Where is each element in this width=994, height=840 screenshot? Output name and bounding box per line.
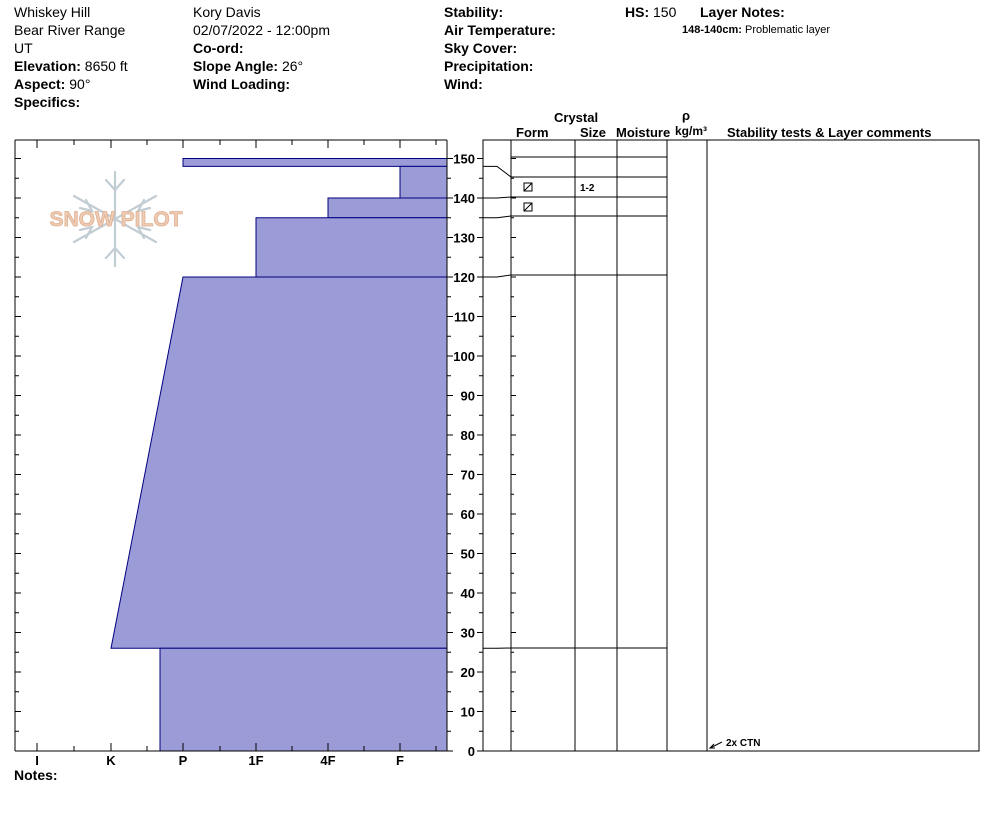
layer-connector	[483, 215, 512, 219]
site-range: Bear River Range	[14, 22, 126, 38]
hardness-layer-2	[327, 197, 448, 219]
stability-test-arrowhead	[708, 743, 715, 749]
logo-text: SNOW PILOT	[50, 208, 183, 231]
observer-name: Kory Davis	[193, 4, 261, 20]
crystal-table: 1-2 2x CTN	[482, 139, 980, 752]
coord-label: Co-ord:	[193, 40, 244, 56]
hardness-label-F: F	[396, 753, 404, 768]
precipitation-label: Precipitation:	[444, 58, 534, 74]
elevation-row: Elevation: 8650 ft	[14, 57, 128, 75]
stability-label: Stability:	[444, 4, 504, 20]
observation-datetime: 02/07/2022 - 12:00pm	[193, 22, 330, 38]
hardness-label-I: I	[35, 753, 39, 768]
slope-label: Slope Angle:	[193, 58, 279, 74]
notes-label: Notes:	[14, 767, 58, 783]
hardness-layers	[110, 158, 448, 752]
hs-label: HS:	[625, 4, 650, 20]
wind-loading-label: Wind Loading:	[193, 76, 291, 92]
form-symbol-slash	[523, 182, 533, 192]
layer-connector	[483, 165, 512, 178]
elevation-label: Elevation:	[14, 58, 81, 74]
height-label-40: 40	[461, 586, 475, 601]
aspect-row: Aspect: 90°	[14, 75, 90, 93]
height-label-140: 140	[453, 191, 475, 206]
height-label-130: 130	[453, 231, 475, 246]
snowpilot-logo: SNOW PILOT	[49, 170, 183, 268]
size-header: Size	[580, 125, 607, 140]
form-symbol	[523, 182, 533, 192]
layer-connector	[483, 196, 512, 199]
density-unit-header: kg/m³	[675, 124, 708, 138]
layer-note-text: Problematic layer	[745, 24, 830, 36]
specifics-label: Specifics:	[14, 94, 81, 110]
form-symbol-slash	[523, 202, 533, 212]
height-label-150: 150	[453, 152, 475, 167]
hardness-layer-5	[159, 647, 448, 752]
height-label-10: 10	[461, 705, 475, 720]
form-header: Form	[516, 125, 549, 140]
height-label-0: 0	[468, 744, 475, 759]
air-temperature-label: Air Temperature:	[444, 22, 556, 38]
hardness-label-P: P	[179, 753, 188, 768]
height-label-90: 90	[461, 389, 475, 404]
height-label-70: 70	[461, 468, 475, 483]
height-label-100: 100	[453, 349, 475, 364]
stability-test-label: 2x CTN	[726, 738, 760, 749]
moisture-header: Moisture	[616, 125, 671, 140]
layer-note-row: 148-140cm: Problematic layer	[682, 24, 830, 37]
height-axis: 0 10 20 30 40 50 60 70 80 90 100 110 120 130 140 150	[446, 140, 483, 759]
hs-row: HS: 150	[625, 3, 676, 21]
hardness-layer-0	[182, 158, 448, 167]
grain-size-value: 1-2	[580, 183, 595, 194]
layer-note-range: 148-140cm:	[682, 24, 742, 36]
height-label-30: 30	[461, 626, 475, 641]
table-frame	[482, 139, 980, 752]
height-label-80: 80	[461, 428, 475, 443]
site-name: Whiskey Hill	[14, 4, 91, 20]
stability-comments-header: Stability tests & Layer comments	[727, 125, 932, 140]
hardness-label-1F: 1F	[248, 753, 263, 768]
crystal-header: Crystal	[554, 110, 599, 125]
height-label-50: 50	[461, 547, 475, 562]
aspect-value: 90°	[69, 76, 91, 92]
site-state: UT	[14, 40, 33, 56]
height-label-20: 20	[461, 665, 475, 680]
layer-notes-title: Layer Notes:	[700, 4, 785, 20]
stability-test-pointer	[709, 741, 723, 749]
hardness-layer-3	[255, 217, 448, 278]
height-label-110: 110	[454, 310, 475, 325]
hs-value: 150	[653, 4, 677, 20]
wind-label: Wind:	[444, 76, 483, 92]
hardness-label-K: K	[106, 753, 116, 768]
layer-connector	[483, 274, 512, 278]
sky-cover-label: Sky Cover:	[444, 40, 518, 56]
hardness-axis: I K P 1F 4F F	[14, 139, 447, 768]
rho-header: ρ	[682, 108, 691, 123]
hardness-layer-4	[110, 276, 448, 649]
height-label-60: 60	[461, 507, 475, 522]
height-label-120: 120	[453, 270, 475, 285]
elevation-value: 8650 ft	[84, 58, 128, 74]
hardness-layer-1	[399, 165, 448, 199]
aspect-label: Aspect:	[14, 76, 66, 92]
form-symbol	[523, 202, 533, 212]
slope-row: Slope Angle: 26°	[193, 57, 303, 75]
slope-value: 26°	[281, 58, 304, 74]
hardness-label-4F: 4F	[320, 753, 335, 768]
